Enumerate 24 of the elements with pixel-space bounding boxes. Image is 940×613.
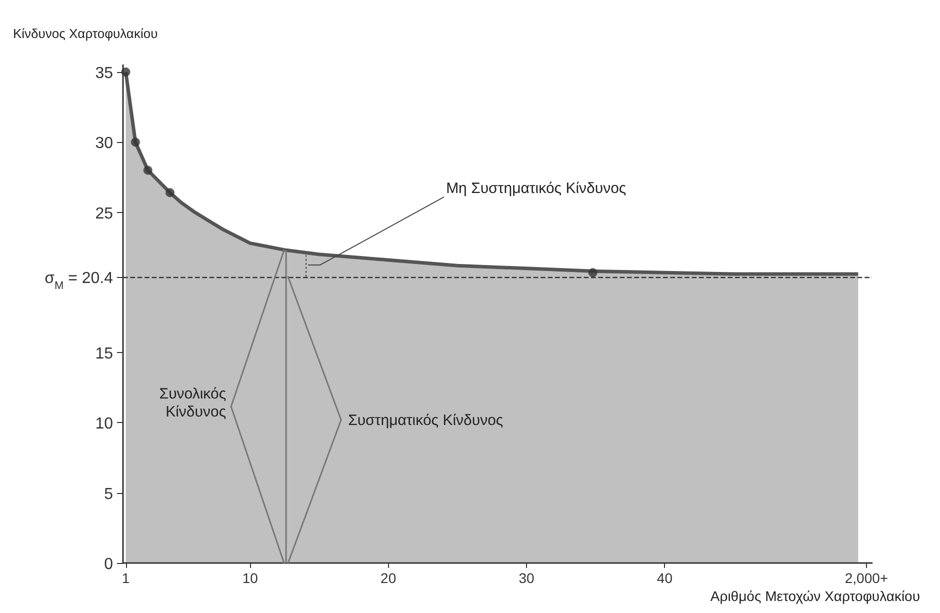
annotation: Μη Συστηματικός Κίνδυνος (446, 180, 626, 197)
x-tick-label: 10 (242, 570, 258, 586)
y-tick-label: 30 (95, 135, 114, 152)
point (130, 138, 140, 147)
point (121, 68, 130, 77)
y-tick-label: 25 (95, 205, 114, 222)
point (143, 166, 152, 175)
point (165, 188, 174, 198)
y-tick-label: 15 (95, 346, 114, 363)
x-tick-label: 2,000+ (844, 570, 888, 586)
point (588, 268, 598, 278)
x-tick-label: 20 (380, 570, 396, 586)
y-axis-title: Κίνδυνος Χαρτοφυλακίου (13, 26, 158, 41)
x-tick-label: 40 (656, 570, 673, 586)
x-tick-label: 30 (518, 570, 535, 586)
annotation: Συνολικός Κίνδυνος (159, 386, 226, 421)
y-tick-label: 10 (95, 416, 114, 433)
y-tick-label: σ$_{M}$ = 20.4 (44, 270, 114, 292)
y-tick-label: 0 (104, 556, 114, 573)
y-tick-label: 5 (104, 486, 114, 503)
x-tick-label: 1 (122, 570, 130, 586)
x-axis-title: Αριθμός Μετοχών Χαρτοφυλακίου (710, 588, 920, 604)
annotation: Συστηματικός Κίνδυνος (348, 412, 504, 429)
y-tick-label: 35 (95, 65, 114, 82)
